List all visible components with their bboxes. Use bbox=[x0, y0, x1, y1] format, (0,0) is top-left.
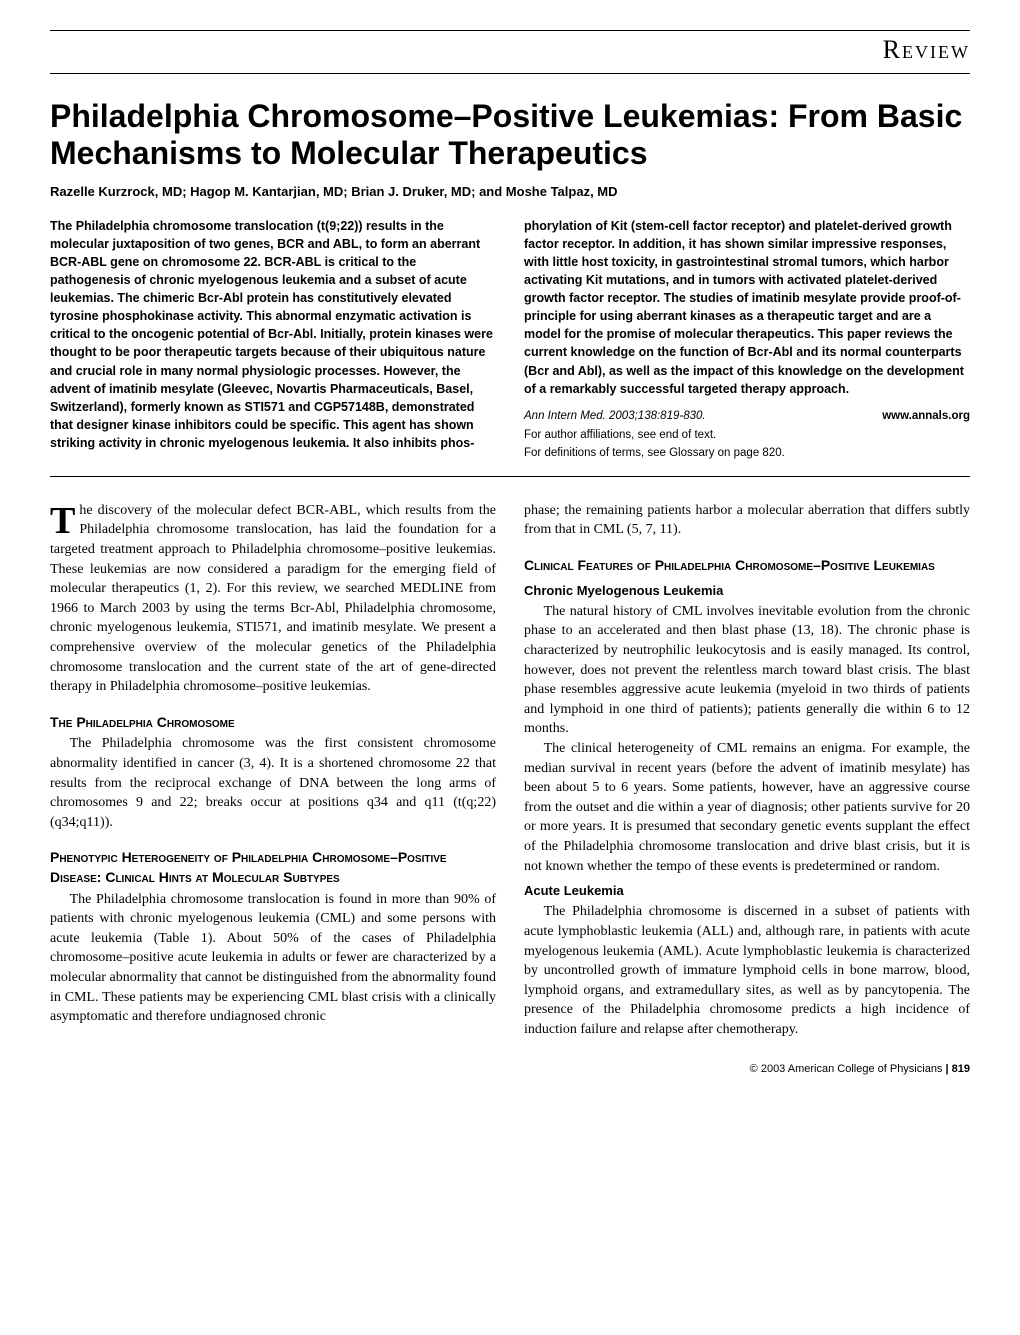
section-heading-philadelphia: The Philadelphia Chromosome bbox=[50, 713, 496, 733]
abstract-right: phorylation of Kit (stem-cell factor rec… bbox=[524, 217, 970, 462]
body-text: The discovery of the molecular defect BC… bbox=[50, 501, 970, 1040]
intro-paragraph: The discovery of the molecular defect BC… bbox=[50, 501, 496, 697]
abstract-right-text: phorylation of Kit (stem-cell factor rec… bbox=[524, 219, 964, 396]
section-heading-clinical: Clinical Features of Philadelphia Chromo… bbox=[524, 556, 970, 576]
section-heading-phenotypic: Phenotypic Heterogeneity of Philadelphia… bbox=[50, 848, 496, 887]
page-number: | 819 bbox=[946, 1063, 971, 1075]
cml-paragraph-2: The clinical heterogeneity of CML remain… bbox=[524, 739, 970, 876]
philadelphia-paragraph: The Philadelphia chromosome was the firs… bbox=[50, 734, 496, 832]
author-line: Razelle Kurzrock, MD; Hagop M. Kantarjia… bbox=[50, 184, 970, 199]
article-title: Philadelphia Chromosome–Positive Leukemi… bbox=[50, 98, 970, 172]
subheading-cml: Chronic Myelogenous Leukemia bbox=[524, 582, 970, 600]
subheading-acute: Acute Leukemia bbox=[524, 882, 970, 900]
abstract-left: The Philadelphia chromosome translocatio… bbox=[50, 217, 496, 462]
cml-paragraph-1: The natural history of CML involves inev… bbox=[524, 602, 970, 739]
copyright: © 2003 American College of Physicians bbox=[750, 1063, 943, 1075]
phenotypic-cont: phase; the remaining patients harbor a m… bbox=[524, 501, 970, 540]
section-header: Review bbox=[50, 35, 970, 74]
acute-paragraph: The Philadelphia chromosome is discerned… bbox=[524, 902, 970, 1039]
phenotypic-paragraph: The Philadelphia chromosome translocatio… bbox=[50, 890, 496, 1027]
dropcap: T bbox=[50, 501, 79, 537]
site-url: www.annals.org bbox=[882, 408, 970, 425]
glossary-note: For definitions of terms, see Glossary o… bbox=[524, 445, 970, 462]
top-rule bbox=[50, 30, 970, 31]
citation: Ann Intern Med. 2003;138:819-830. bbox=[524, 410, 706, 422]
section-label: Review bbox=[883, 35, 970, 64]
citation-line: Ann Intern Med. 2003;138:819-830. www.an… bbox=[524, 408, 970, 425]
abstract: The Philadelphia chromosome translocatio… bbox=[50, 217, 970, 462]
intro-text: he discovery of the molecular defect BCR… bbox=[50, 503, 496, 694]
affiliations-note: For author affiliations, see end of text… bbox=[524, 427, 970, 444]
abstract-divider bbox=[50, 476, 970, 477]
page-footer: © 2003 American College of Physicians | … bbox=[50, 1063, 970, 1075]
abstract-left-text: The Philadelphia chromosome translocatio… bbox=[50, 219, 493, 451]
